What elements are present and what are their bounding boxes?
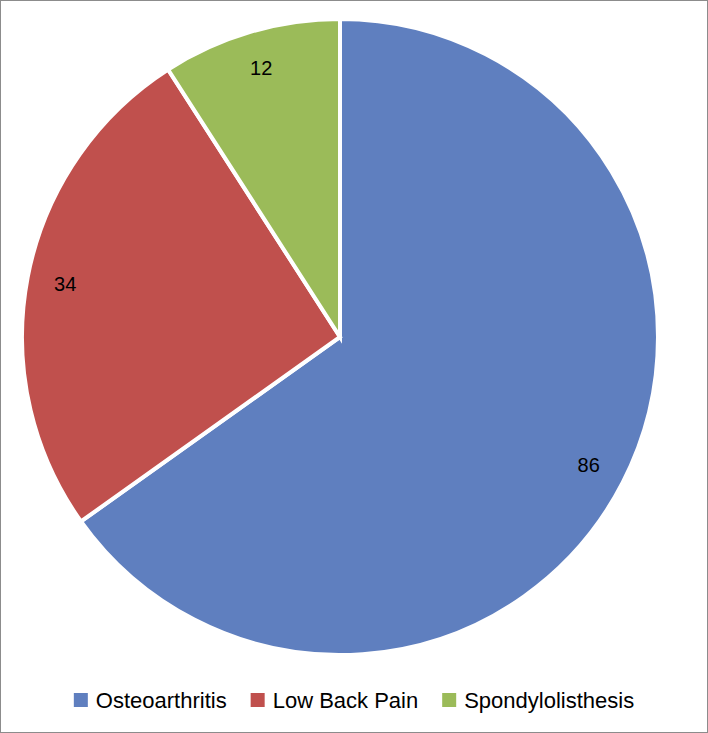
legend-label: Osteoarthritis — [96, 688, 227, 713]
data-label: 12 — [250, 57, 272, 79]
legend-swatch — [251, 693, 265, 707]
legend: Osteoarthritis Low Back Pain Spondylolisth… — [74, 688, 634, 713]
frame — [1, 1, 708, 733]
legend-item: Osteoarthritis — [74, 688, 227, 713]
legend-item: Spondylolisthesis — [442, 688, 634, 713]
legend-item: Low Back Pain — [251, 688, 419, 713]
pie — [22, 19, 658, 655]
data-label: 86 — [578, 454, 600, 476]
legend-label: Low Back Pain — [273, 688, 419, 713]
legend-swatch — [442, 693, 456, 707]
data-labels: 86 34 12 — [54, 57, 600, 476]
data-label: 34 — [54, 273, 76, 295]
chart: 86 34 12 Osteoarthritis Low Back Pain Spondyl… — [0, 0, 708, 733]
legend-swatch — [74, 693, 88, 707]
slice — [168, 19, 340, 337]
legend-label: Spondylolisthesis — [464, 688, 634, 713]
